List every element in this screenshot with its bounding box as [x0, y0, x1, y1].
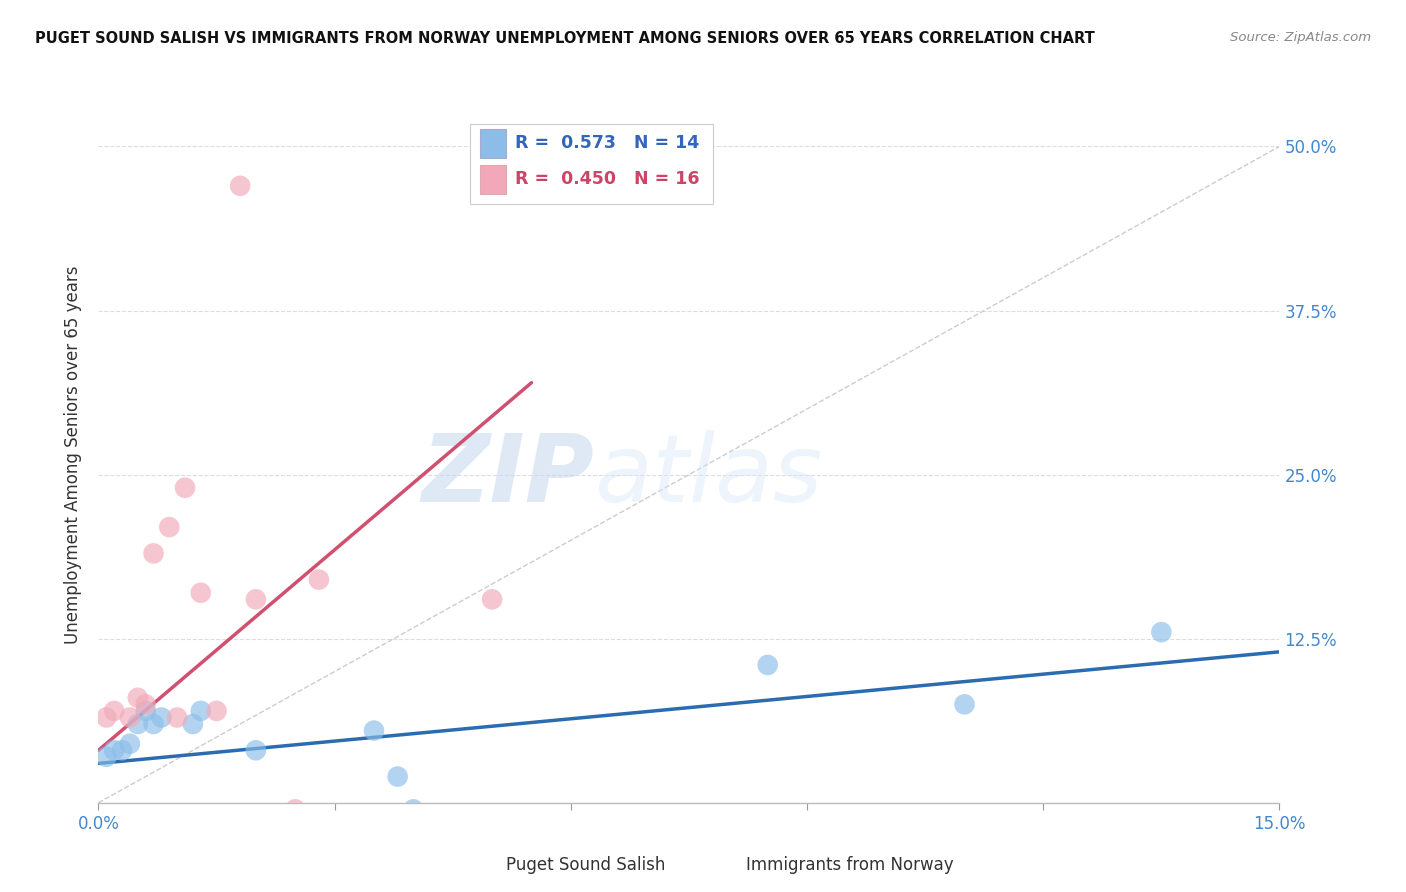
- Point: [166, 710, 188, 724]
- Point: [150, 710, 173, 724]
- Text: atlas: atlas: [595, 430, 823, 521]
- Point: [103, 743, 125, 757]
- Point: [135, 698, 157, 712]
- Point: [402, 802, 425, 816]
- Text: Puget Sound Salish: Puget Sound Salish: [506, 856, 665, 874]
- Point: [181, 717, 204, 731]
- Point: [190, 704, 212, 718]
- Text: PUGET SOUND SALISH VS IMMIGRANTS FROM NORWAY UNEMPLOYMENT AMONG SENIORS OVER 65 : PUGET SOUND SALISH VS IMMIGRANTS FROM NO…: [35, 31, 1095, 46]
- Point: [118, 737, 141, 751]
- Point: [756, 657, 779, 672]
- Point: [142, 717, 165, 731]
- Point: [229, 178, 252, 193]
- Point: [245, 592, 267, 607]
- Point: [111, 743, 134, 757]
- Point: [387, 770, 409, 784]
- Point: [205, 704, 228, 718]
- Point: [96, 710, 118, 724]
- Text: R =  0.450   N = 16: R = 0.450 N = 16: [516, 169, 700, 187]
- Point: [363, 723, 385, 738]
- Bar: [700, 853, 734, 878]
- Point: [245, 743, 267, 757]
- Text: R =  0.573   N = 14: R = 0.573 N = 14: [516, 134, 700, 152]
- Point: [118, 710, 141, 724]
- Point: [174, 481, 197, 495]
- Point: [103, 704, 125, 718]
- Bar: [464, 853, 498, 878]
- Bar: [479, 165, 506, 194]
- Y-axis label: Unemployment Among Seniors over 65 years: Unemployment Among Seniors over 65 years: [65, 266, 83, 644]
- Point: [953, 698, 976, 712]
- Point: [284, 802, 307, 816]
- Point: [127, 690, 149, 705]
- Bar: [479, 128, 506, 158]
- Point: [96, 749, 118, 764]
- Text: Immigrants from Norway: Immigrants from Norway: [745, 856, 953, 874]
- Point: [190, 586, 212, 600]
- Point: [142, 546, 165, 560]
- Point: [157, 520, 180, 534]
- Text: ZIP: ZIP: [422, 430, 595, 522]
- Point: [481, 592, 503, 607]
- Text: Source: ZipAtlas.com: Source: ZipAtlas.com: [1230, 31, 1371, 45]
- FancyBboxPatch shape: [471, 124, 713, 204]
- Point: [323, 809, 346, 823]
- Point: [135, 704, 157, 718]
- Point: [1150, 625, 1173, 640]
- Point: [308, 573, 330, 587]
- Point: [127, 717, 149, 731]
